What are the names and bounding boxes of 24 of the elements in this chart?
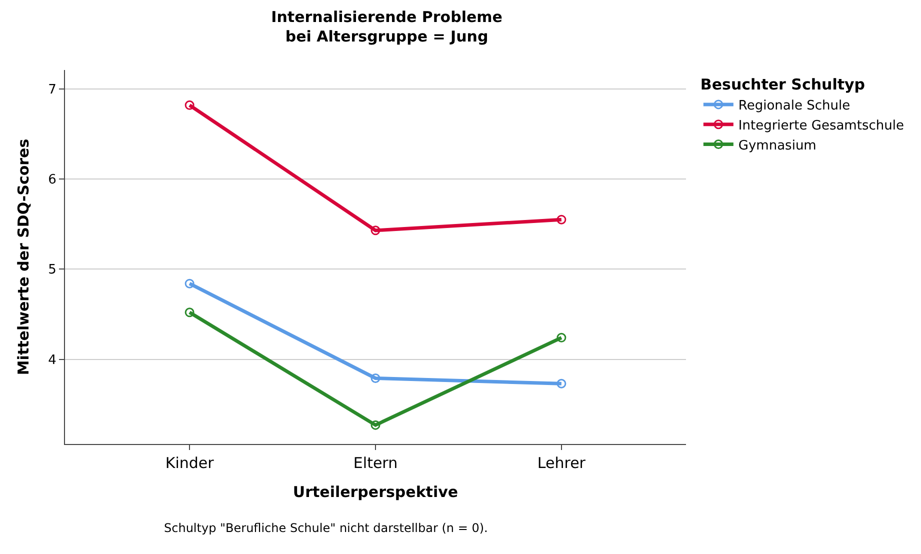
y-tick-label: 6 bbox=[48, 172, 56, 188]
y-tick-label: 5 bbox=[48, 262, 56, 278]
point bbox=[556, 332, 566, 342]
point bbox=[370, 226, 380, 236]
point bbox=[370, 373, 380, 383]
y-tick-label: 7 bbox=[48, 82, 56, 98]
point bbox=[370, 420, 380, 430]
x-tick-label: Lehrer bbox=[537, 454, 586, 472]
legend-label: Regionale Schule bbox=[738, 98, 850, 114]
point bbox=[556, 214, 566, 224]
point bbox=[184, 278, 194, 288]
y-tick-label: 4 bbox=[48, 352, 56, 368]
legend-label: Integrierte Gesamtschule bbox=[738, 118, 904, 134]
point bbox=[184, 308, 194, 318]
x-tick-label: Kinder bbox=[165, 454, 215, 472]
y-axis-title: Mittelwerte der SDQ-Scores bbox=[14, 138, 32, 376]
point bbox=[184, 100, 194, 110]
x-axis-title: Urteilerperspektive bbox=[292, 483, 458, 501]
text: Schultyp "Berufliche Schule" nicht darstellbar (n = 0). bbox=[164, 521, 488, 535]
chart-title: Internalisierende Probleme bei Altersgruppe = Jung bbox=[271, 8, 502, 46]
x-tick-label: Eltern bbox=[353, 454, 398, 472]
legend-title: Besuchter Schultyp bbox=[700, 76, 866, 94]
point bbox=[556, 378, 566, 388]
legend-label: Gymnasium bbox=[738, 138, 816, 154]
